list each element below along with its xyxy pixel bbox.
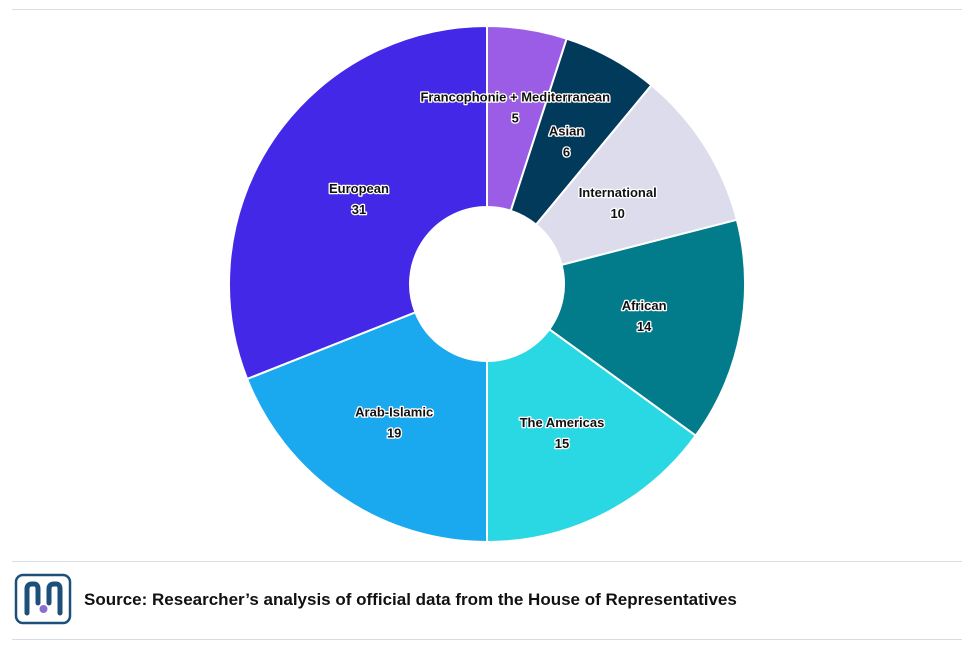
slice-african xyxy=(547,218,746,438)
footer-top-divider xyxy=(12,561,962,562)
slices-group xyxy=(228,24,746,544)
slice-european xyxy=(228,24,488,381)
slice-arab-islamic xyxy=(245,311,488,544)
slice-label-the-americas: The Americas xyxy=(520,415,605,430)
slice-value-francophonie-mediterranean: 5 xyxy=(512,111,519,126)
slice-the-americas xyxy=(486,327,698,544)
institute-logo-icon xyxy=(14,573,72,625)
slice-value-european: 31 xyxy=(352,202,366,217)
slice-value-african: 14 xyxy=(637,319,652,334)
slice-value-the-americas: 15 xyxy=(555,436,569,451)
slice-value-asian: 6 xyxy=(563,144,570,159)
slice-label-european: European xyxy=(329,181,389,196)
source-note: Source: Researcher’s analysis of officia… xyxy=(84,590,737,609)
slice-label-asian: Asian xyxy=(549,123,584,138)
slice-value-international: 10 xyxy=(610,206,624,221)
donut-chart: Francophonie + Mediterranean 5 Asian 6 Inter… xyxy=(228,24,746,544)
slice-international xyxy=(534,83,739,267)
footer-bottom-divider xyxy=(12,639,962,640)
source-footer: Source: Researcher’s analysis of officia… xyxy=(12,568,962,634)
slice-value-arab-islamic: 19 xyxy=(387,426,401,441)
slice-label-francophonie-mediterranean: Francophonie + Mediterranean xyxy=(420,90,610,105)
labels-group: Francophonie + Mediterranean 5 Asian 6 Inter… xyxy=(328,88,668,452)
top-divider xyxy=(12,9,962,10)
slice-label-african: African xyxy=(622,298,667,313)
slice-label-international: International xyxy=(579,185,657,200)
slice-label-arab-islamic: Arab-Islamic xyxy=(355,405,433,420)
